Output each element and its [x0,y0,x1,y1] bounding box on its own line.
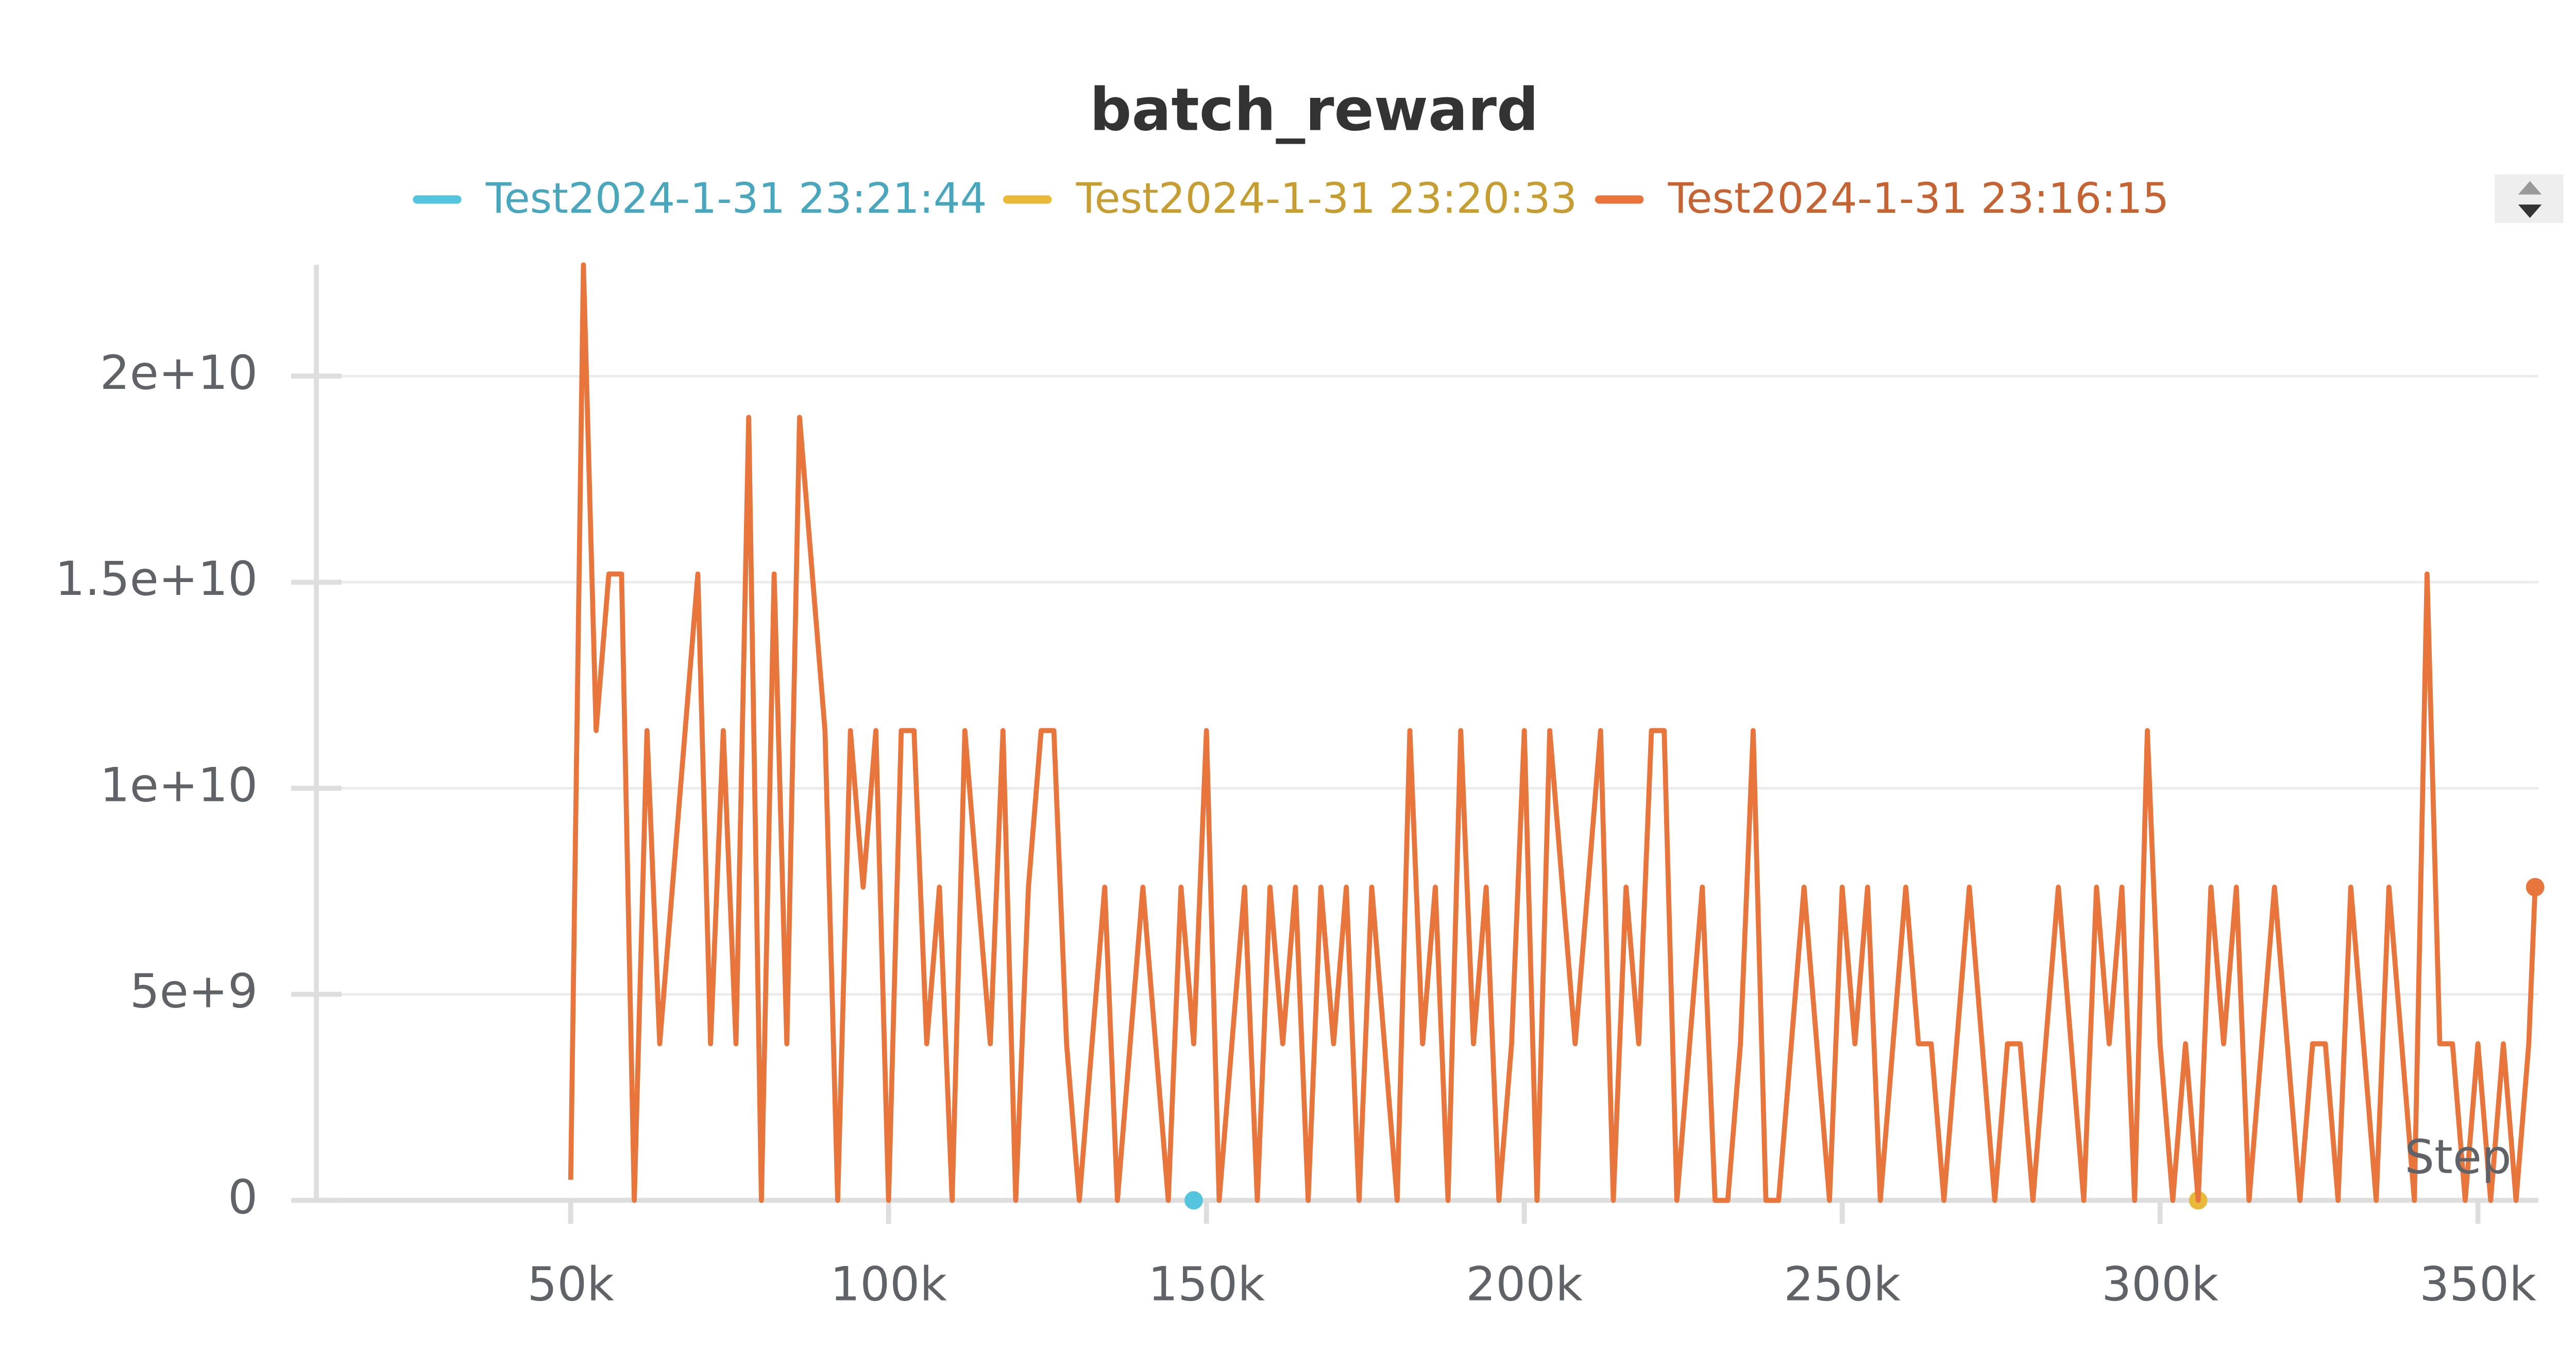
scroll-up[interactable] [2518,181,2542,195]
series-point [2526,878,2545,897]
x-tick-label: 350k [2419,1257,2536,1312]
x-tick-label: 300k [2102,1257,2218,1312]
y-tick-label: 5e+9 [130,964,258,1018]
x-axis-label: Step [2404,1130,2511,1184]
x-tick-label: 50k [527,1257,614,1312]
legend-label: Test2024-1-31 23:20:33 [1076,174,1578,223]
x-tick-label: 200k [1466,1257,1583,1312]
scroll-down[interactable] [2518,204,2542,218]
series-line [568,262,2538,1203]
y-tick-label: 2e+10 [100,346,258,400]
y-tick-label: 0 [228,1170,258,1224]
legend-label: Test2024-1-31 23:21:44 [485,174,987,223]
series-point [1184,1191,1203,1210]
x-tick-label: 250k [1784,1257,1901,1312]
x-tick-label: 100k [830,1257,947,1312]
legend-label: Test2024-1-31 23:16:15 [1668,174,2170,223]
chart-title: batch_reward [1090,76,1539,144]
legend-scroll[interactable] [2495,174,2564,223]
x-tick-label: 150k [1148,1257,1265,1312]
y-tick-label: 1e+10 [100,758,258,812]
y-tick-label: 1.5e+10 [55,552,258,606]
